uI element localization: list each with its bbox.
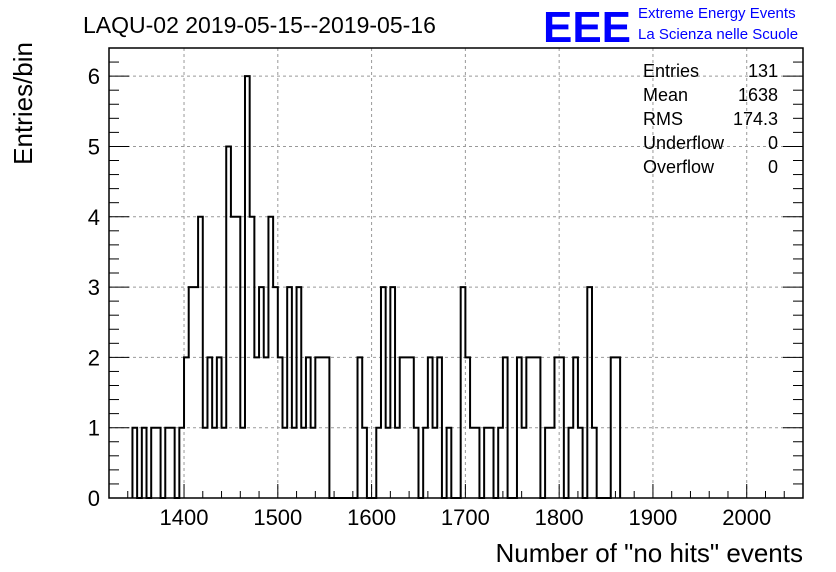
logo-line2: La Scienza nelle Scuole: [638, 26, 798, 43]
stats-label: Entries: [643, 61, 699, 81]
eee-logo: EEE Extreme Energy Events La Scienza nel…: [543, 3, 798, 52]
x-tick-label: 1500: [253, 505, 302, 530]
x-axis-label: Number of "no hits" events: [496, 538, 804, 568]
y-tick-label: 0: [88, 486, 100, 511]
y-tick-labels: 0 1 2 3 4 5 6: [88, 64, 100, 511]
y-tick-label: 5: [88, 134, 100, 159]
chart-title: LAQU-02 2019-05-15--2019-05-16: [83, 12, 436, 38]
stats-value: 174.3: [733, 109, 778, 129]
y-axis-label: Entries/bin: [8, 42, 38, 165]
x-tick-label: 1900: [628, 505, 677, 530]
x-tick-label: 1700: [441, 505, 490, 530]
axis-ticks: [108, 47, 804, 499]
stats-value: 0: [768, 157, 778, 177]
y-tick-label: 3: [88, 275, 100, 300]
stats-value: 131: [748, 61, 778, 81]
stats-value: 1638: [738, 85, 778, 105]
stats-value: 0: [768, 133, 778, 153]
stats-box: Entries 131 Mean 1638 RMS 174.3 Underflow 0 Over…: [638, 47, 803, 177]
x-tick-label: 1600: [347, 505, 396, 530]
stats-label: Mean: [643, 85, 688, 105]
grid-lines: [109, 48, 803, 498]
logo-line1: Extreme Energy Events: [638, 5, 796, 22]
stats-label: Underflow: [643, 133, 725, 153]
stats-label: Overflow: [643, 157, 715, 177]
x-tick-labels: 1400 1500 1600 1700 1800 1900 2000: [160, 505, 772, 530]
y-tick-label: 6: [88, 64, 100, 89]
stats-label: RMS: [643, 109, 683, 129]
y-tick-label: 4: [88, 205, 100, 230]
y-tick-label: 1: [88, 416, 100, 441]
x-tick-label: 2000: [722, 505, 771, 530]
x-tick-label: 1800: [535, 505, 584, 530]
plot-frame: [108, 47, 804, 499]
logo-letters: EEE: [543, 3, 631, 52]
x-tick-label: 1400: [160, 505, 209, 530]
y-tick-label: 2: [88, 345, 100, 370]
